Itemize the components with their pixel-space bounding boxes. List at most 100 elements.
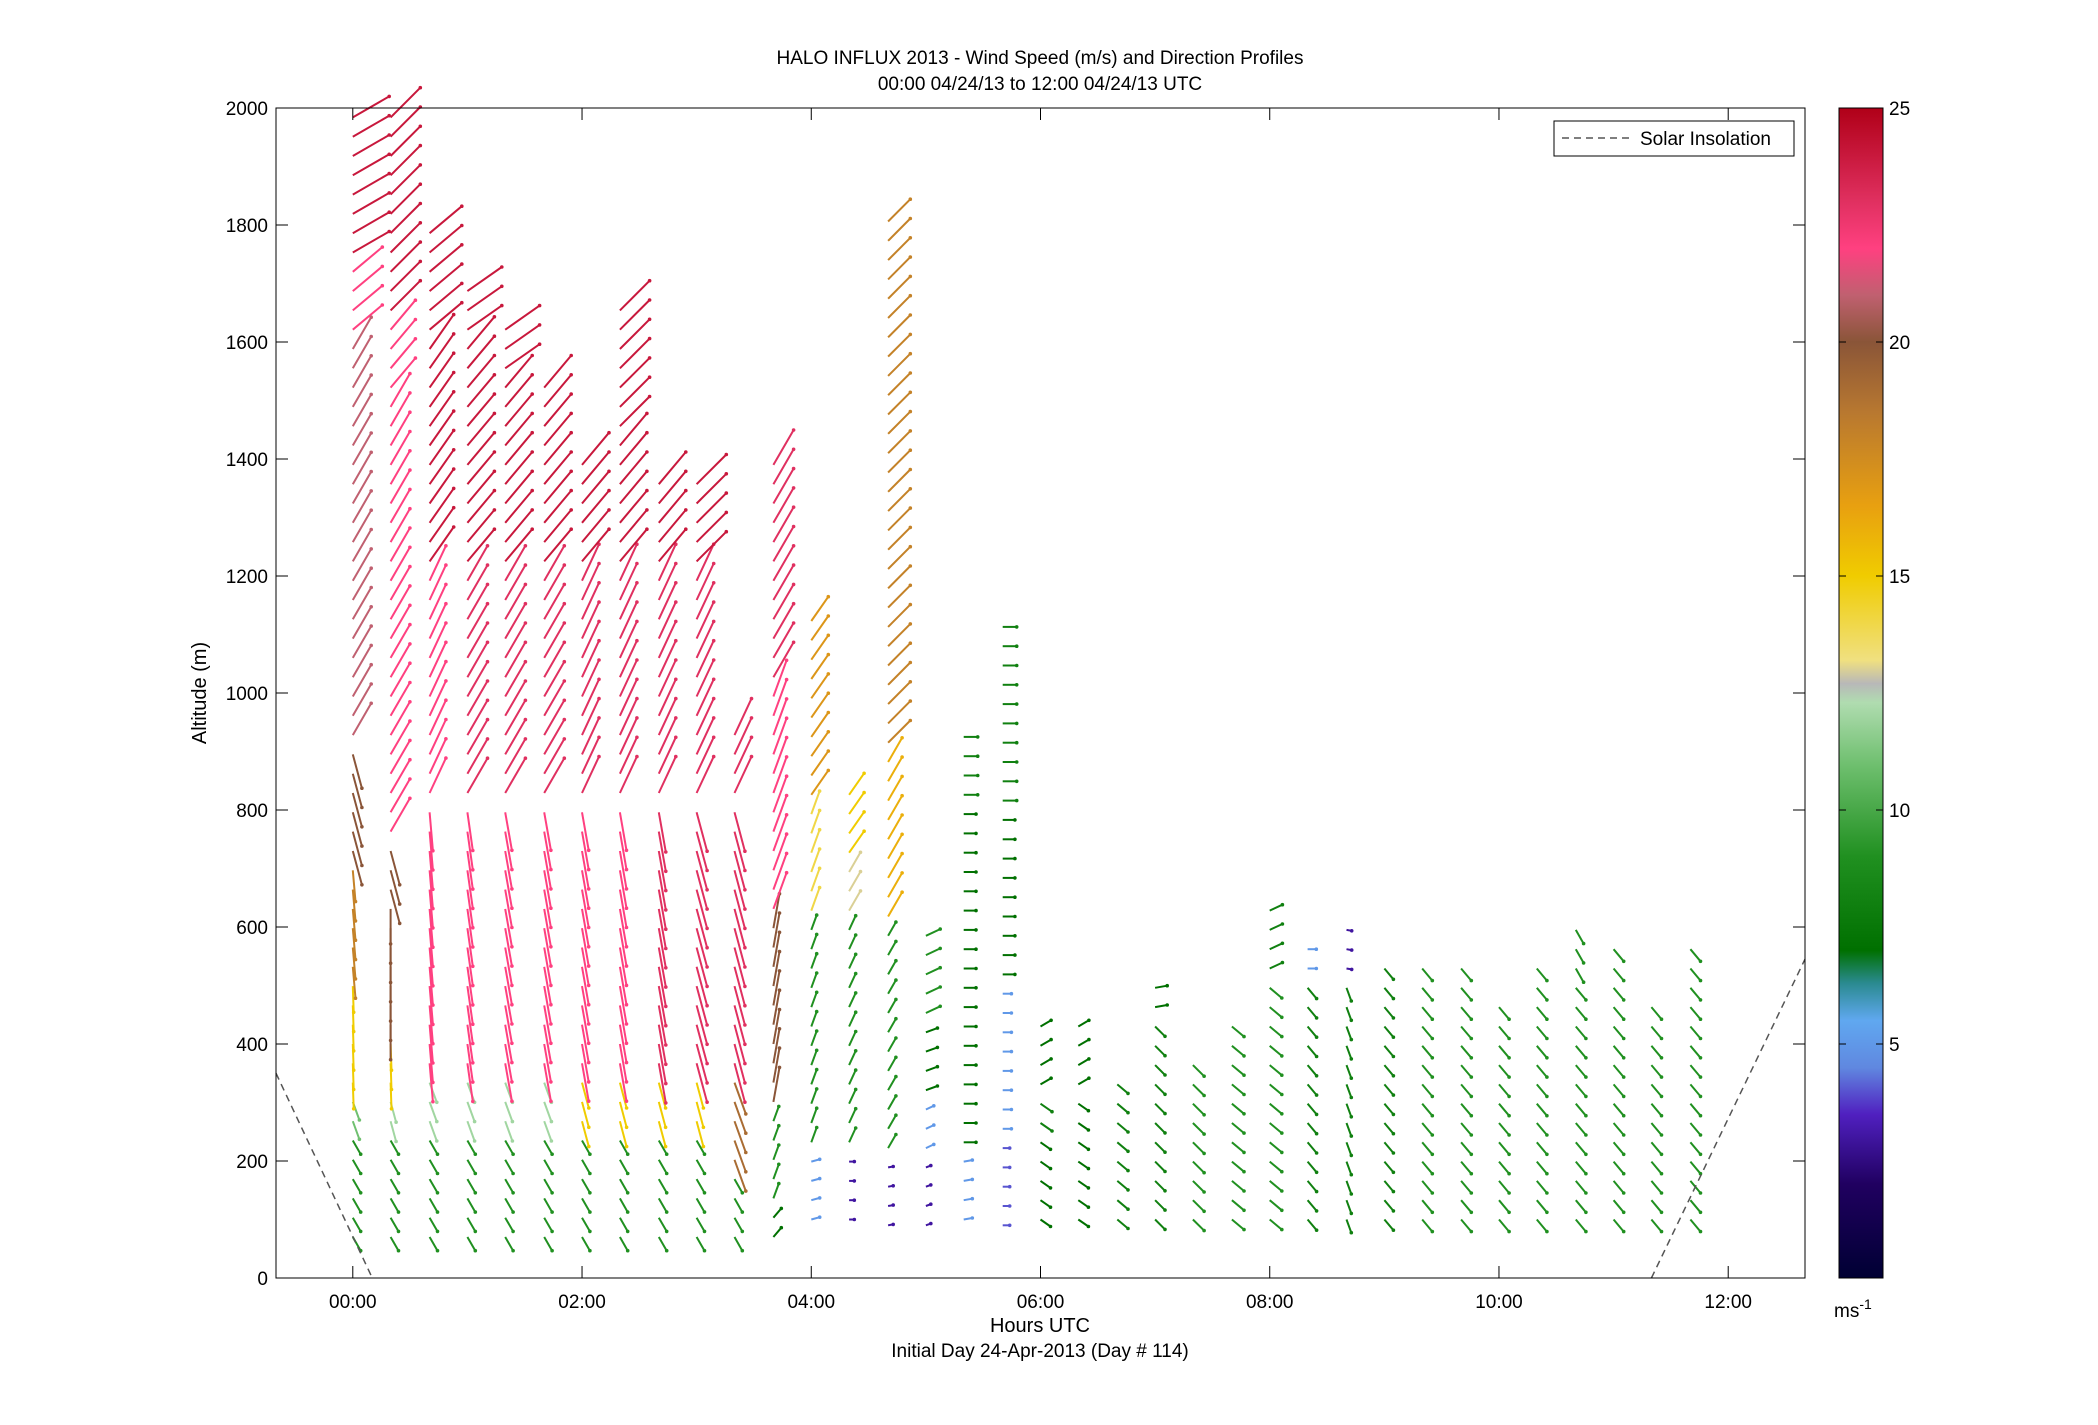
wind-vector-head: [1584, 1191, 1588, 1195]
wind-vector: [657, 563, 677, 601]
wind-vector: [618, 1024, 628, 1063]
wind-vector-head: [1621, 1210, 1626, 1215]
wind-vector-head: [549, 1022, 553, 1026]
wind-vector: [1116, 1102, 1129, 1114]
wind-vector-head: [784, 870, 789, 875]
wind-vector: [466, 393, 496, 427]
wind-vector: [887, 940, 897, 956]
wind-vector: [1154, 984, 1168, 989]
wind-vector: [733, 908, 746, 948]
wind-vector: [1383, 1218, 1395, 1231]
wind-vector: [619, 1140, 629, 1155]
wind-vector-head: [369, 682, 374, 686]
wind-vector-head: [908, 506, 913, 510]
wind-vector-head: [826, 652, 831, 657]
wind-vector: [810, 991, 818, 1008]
wind-vector-head: [1584, 1171, 1588, 1176]
wind-vector-head: [388, 980, 393, 985]
wind-vector-head: [1314, 1093, 1319, 1097]
wind-vector: [887, 333, 912, 358]
wind-vector-head: [1469, 1075, 1474, 1079]
wind-vector-head: [664, 1152, 669, 1156]
wind-vector-head: [492, 411, 497, 416]
wind-vector-head: [852, 1198, 857, 1202]
wind-vector: [657, 985, 667, 1026]
wind-vector-head: [523, 601, 528, 606]
wind-vector: [351, 664, 373, 698]
wind-vector: [810, 596, 830, 622]
wind-vector: [389, 125, 422, 157]
wind-vector: [389, 279, 422, 312]
wind-vector-head: [1698, 1017, 1703, 1021]
wind-vector: [466, 812, 474, 851]
wind-vector: [1536, 1025, 1548, 1040]
wind-vector: [466, 947, 474, 986]
wind-vector-head: [358, 1229, 363, 1234]
wind-vector: [733, 1063, 746, 1103]
wind-vector-head: [1163, 1150, 1167, 1154]
wind-vector: [1689, 1103, 1702, 1117]
wind-vector-head: [492, 488, 497, 493]
wind-vector-head: [908, 216, 913, 221]
wind-vector-head: [523, 717, 528, 722]
wind-vector: [733, 966, 746, 1006]
wind-vector: [581, 489, 610, 524]
wind-vector-head: [460, 204, 464, 208]
wind-vector: [1383, 1064, 1395, 1077]
wind-vector: [772, 1125, 780, 1141]
wind-vector-head: [705, 868, 709, 873]
wind-vector: [351, 355, 373, 389]
wind-vector-head: [1014, 625, 1019, 629]
wind-vector: [1383, 1180, 1395, 1193]
wind-vector-head: [664, 908, 668, 912]
wind-vector-head: [711, 581, 716, 585]
wind-vector: [657, 831, 667, 872]
wind-vector: [657, 1159, 668, 1174]
wind-vector: [428, 622, 447, 659]
wind-vector-head: [380, 264, 385, 269]
wind-vector-head: [749, 735, 754, 740]
wind-vector: [466, 928, 474, 967]
wind-vector: [428, 487, 455, 524]
wind-vector-head: [974, 908, 978, 913]
wind-vector-head: [510, 1041, 514, 1046]
wind-vector-head: [1469, 1017, 1474, 1021]
wind-vector-head: [974, 812, 978, 816]
wind-vector-head: [511, 1191, 515, 1195]
wind-vector: [504, 1236, 514, 1252]
wind-vector: [772, 1183, 780, 1199]
wind-vector: [772, 795, 788, 832]
wind-vector: [1575, 1199, 1587, 1213]
wind-vector-head: [472, 1139, 477, 1143]
wind-vector-head: [549, 906, 553, 910]
wind-vector-head: [624, 887, 629, 891]
wind-vector: [810, 829, 821, 854]
wind-vector: [848, 811, 865, 834]
wind-vector-head: [451, 332, 456, 336]
wind-vector: [1612, 1160, 1625, 1175]
wind-vector-head: [894, 920, 898, 924]
wind-vector: [1421, 1006, 1434, 1020]
wind-vector: [1421, 1180, 1434, 1194]
wind-vector: [695, 1082, 705, 1109]
wind-vector: [351, 509, 373, 543]
wind-vector: [428, 699, 447, 736]
wind-vector-head: [444, 659, 448, 664]
wind-vector-head: [451, 505, 456, 510]
wind-vector: [1498, 1199, 1510, 1213]
wind-vector: [389, 870, 401, 905]
wind-vector-head: [684, 527, 688, 531]
wind-vector-head: [408, 545, 412, 550]
wind-vector: [772, 1028, 781, 1064]
wind-vector: [657, 717, 677, 755]
wind-vector: [772, 622, 795, 659]
wind-vector-head: [471, 964, 475, 969]
wind-vector: [657, 1197, 668, 1213]
wind-vector-head: [674, 696, 678, 701]
wind-vector: [351, 683, 373, 717]
wind-vector: [1575, 1180, 1587, 1194]
wind-vector-head: [510, 906, 514, 910]
wind-vector-head: [388, 1038, 393, 1043]
wind-vector: [428, 263, 463, 292]
wind-vector: [1650, 1199, 1663, 1213]
